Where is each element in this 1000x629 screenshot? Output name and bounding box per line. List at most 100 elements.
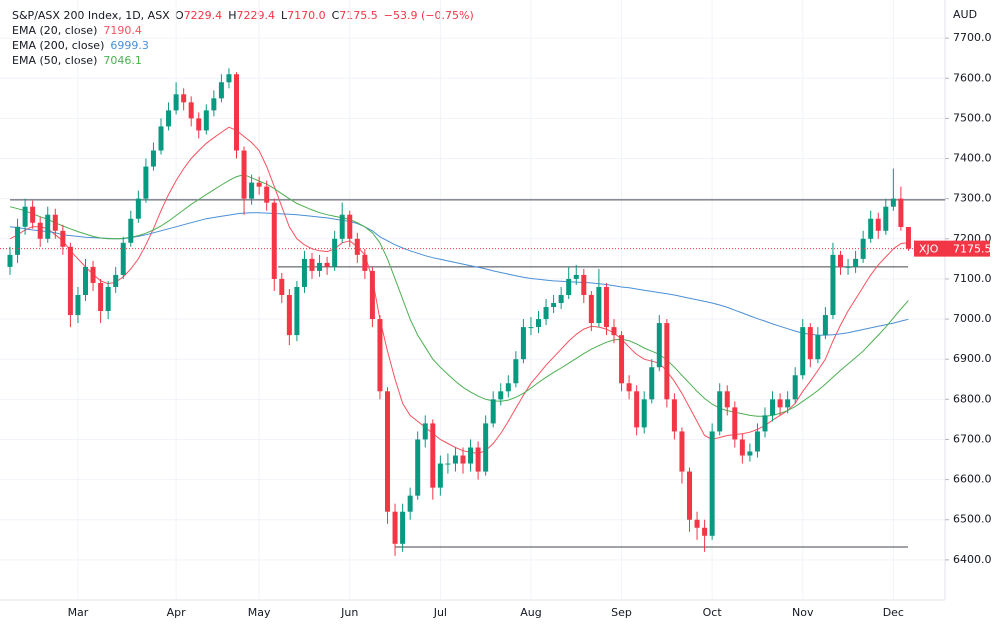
candle-body [430, 423, 436, 488]
ohlc-value: 7229.4 [236, 9, 275, 22]
candle-body [898, 198, 904, 227]
candle-body [452, 455, 458, 464]
y-tick-label: 7300.0 [953, 192, 992, 205]
ohlc-key: O [175, 9, 184, 22]
y-tick-label: 7500.0 [953, 111, 992, 124]
candle-body [301, 258, 307, 287]
ema-line [9, 174, 909, 417]
ohlc-value: 7170.0 [287, 9, 326, 22]
candle-body [505, 383, 511, 392]
x-tick-label: Jul [433, 606, 447, 619]
symbol-title: S&P/ASX 200 Index, 1D, ASX [12, 9, 170, 22]
candle-body [166, 110, 172, 127]
candle-body [845, 266, 851, 268]
candle-body [37, 222, 43, 239]
candle-body [52, 214, 58, 231]
candle-body [543, 307, 549, 320]
candle-body [717, 391, 723, 432]
candle-body [188, 102, 194, 119]
candle-body [392, 511, 398, 544]
y-tick-label: 6700.0 [953, 432, 992, 445]
candle-body [528, 327, 534, 329]
legend-name: EMA (50, close) [12, 54, 97, 67]
ohlc-key: H [228, 9, 236, 22]
header-row: EMA (20, close) 7190.4 [12, 24, 142, 37]
candle-body [815, 335, 821, 360]
candle-body [671, 399, 677, 432]
candle-body [687, 471, 692, 520]
candle-body [747, 451, 753, 456]
candle-body [60, 230, 66, 247]
candle-body [354, 238, 360, 255]
candle-body [120, 242, 126, 275]
candle-body [339, 214, 345, 239]
x-tick-label: Aug [520, 606, 541, 619]
y-tick-label: 7000.0 [953, 312, 992, 325]
candle-body [30, 206, 36, 223]
candle-body [868, 218, 874, 239]
legend-value: 6999.3 [110, 39, 149, 52]
ohlc-value: 7175.5 [339, 9, 378, 22]
y-tick-label: 6600.0 [953, 473, 992, 486]
candle-body [536, 319, 541, 328]
candle-body [498, 391, 504, 400]
currency: AUD [953, 8, 977, 21]
candle-body [483, 423, 489, 472]
candle-body [490, 399, 496, 424]
candle-body [256, 182, 262, 187]
candle-body [762, 415, 768, 432]
candle-body [890, 198, 896, 207]
candle-body [679, 431, 685, 472]
candle-body [369, 270, 375, 320]
candle-body [75, 294, 81, 316]
candle-body [407, 495, 413, 512]
candle-body [90, 266, 96, 283]
change: −53.9 (−0.75%) [384, 9, 474, 22]
candle-body [128, 218, 134, 243]
candle-body [105, 286, 111, 312]
y-tick-label: 6800.0 [953, 392, 992, 405]
x-tick-label: Dec [883, 606, 904, 619]
y-tick-label: 7600.0 [953, 71, 992, 84]
ohlc-value: 7229.4 [184, 9, 223, 22]
candle-body [649, 367, 655, 400]
x-tick-label: Oct [703, 606, 723, 619]
candle-body [603, 286, 609, 328]
candle-body [770, 399, 776, 416]
candle-body [694, 519, 700, 528]
header-row: EMA (200, close) 6999.3 [12, 39, 149, 52]
candle-body [551, 303, 557, 308]
candle-body [732, 407, 738, 440]
candle-body [656, 323, 662, 368]
candle-body [641, 399, 647, 428]
candle-body [324, 262, 330, 267]
candle-body [173, 94, 179, 111]
price-tag-symbol: XJO [919, 243, 939, 256]
candle-body [777, 399, 783, 408]
x-tick-label: Apr [167, 606, 187, 619]
candle-body [581, 274, 587, 295]
candle-body [15, 226, 21, 255]
legend-value: 7190.4 [103, 24, 142, 37]
candle-body [513, 359, 519, 384]
legend-name: EMA (20, close) [12, 24, 97, 37]
header-row: S&P/ASX 200 Index, 1D, ASX O7229.4 H7229.4… [12, 9, 474, 22]
x-tick-label: May [248, 606, 271, 619]
y-tick-label: 6900.0 [953, 352, 992, 365]
candle-body [822, 315, 828, 336]
candle-body [619, 335, 625, 384]
candle-body [286, 294, 292, 336]
candle-body [883, 206, 889, 231]
candle-body [226, 74, 232, 83]
candle-body [611, 327, 617, 336]
candle-body [362, 254, 368, 271]
candle-body [664, 323, 670, 400]
candle-body [143, 166, 149, 199]
candle-body [264, 186, 270, 203]
x-tick-label: Sep [611, 606, 632, 619]
candle-body [875, 218, 881, 231]
candle-body [838, 254, 843, 267]
candle-body [22, 206, 28, 227]
candle-body [211, 98, 217, 111]
